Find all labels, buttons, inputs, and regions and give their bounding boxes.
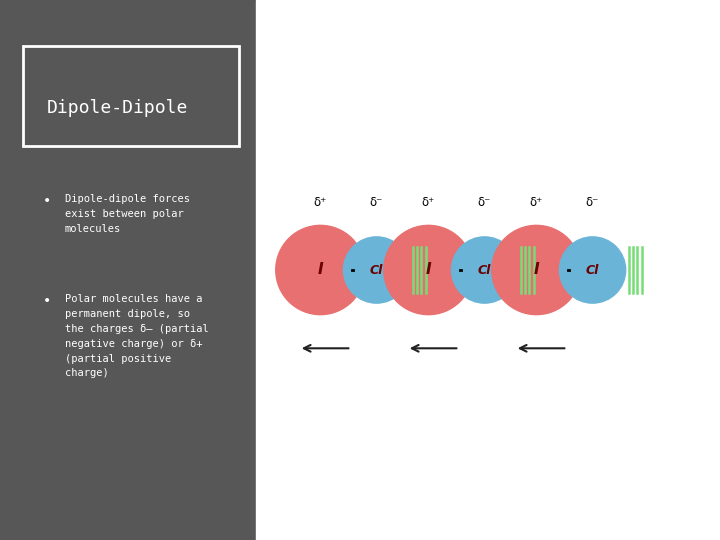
Text: Dipole-dipole forces
exist between polar
molecules: Dipole-dipole forces exist between polar… bbox=[65, 194, 190, 234]
Text: Dipole-Dipole: Dipole-Dipole bbox=[47, 99, 188, 117]
Text: δ⁺: δ⁺ bbox=[422, 196, 435, 209]
Text: δ⁻: δ⁻ bbox=[370, 196, 383, 209]
Text: I: I bbox=[534, 262, 539, 278]
Bar bbox=[256, 0, 720, 540]
Ellipse shape bbox=[343, 237, 410, 303]
Text: Cl: Cl bbox=[586, 264, 599, 276]
Text: I: I bbox=[318, 262, 323, 278]
Text: δ⁻: δ⁻ bbox=[478, 196, 491, 209]
Text: I: I bbox=[426, 262, 431, 278]
Text: Cl: Cl bbox=[370, 264, 383, 276]
Ellipse shape bbox=[276, 225, 365, 315]
Text: δ⁺: δ⁺ bbox=[530, 196, 543, 209]
Ellipse shape bbox=[559, 237, 626, 303]
Bar bbox=[0, 0, 256, 540]
Text: •: • bbox=[43, 294, 51, 308]
Text: Cl: Cl bbox=[478, 264, 491, 276]
Bar bbox=[23, 46, 239, 146]
Ellipse shape bbox=[384, 225, 473, 315]
Ellipse shape bbox=[492, 225, 581, 315]
Text: Polar molecules have a
permanent dipole, so
the charges δ– (partial
negative cha: Polar molecules have a permanent dipole,… bbox=[65, 294, 209, 379]
Text: δ⁺: δ⁺ bbox=[314, 196, 327, 209]
Ellipse shape bbox=[451, 237, 518, 303]
Text: δ⁻: δ⁻ bbox=[586, 196, 599, 209]
Text: •: • bbox=[43, 194, 51, 208]
